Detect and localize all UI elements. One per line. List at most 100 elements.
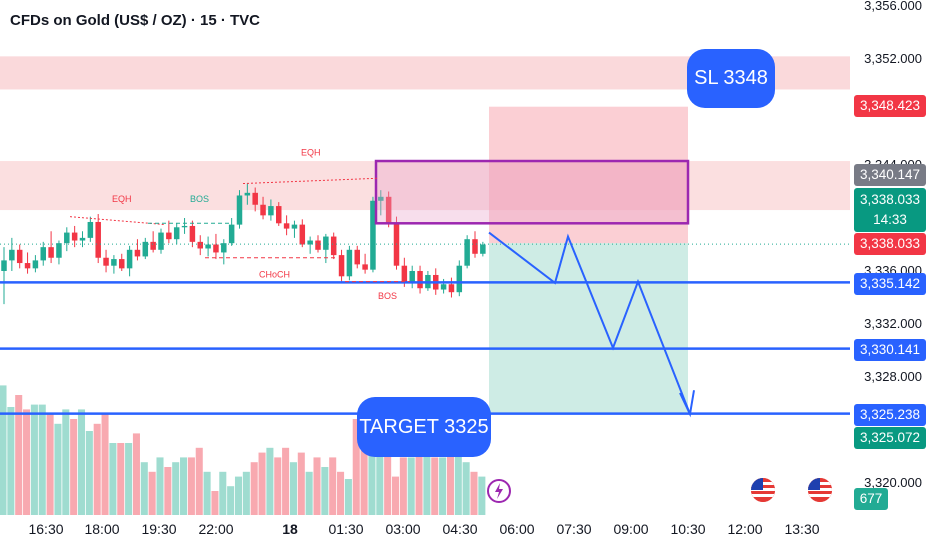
chart-title: CFDs on Gold (US$ / OZ) · 15 · TVC xyxy=(10,12,261,29)
volume-bar xyxy=(344,479,352,515)
volume-bar xyxy=(415,447,423,515)
candle-body xyxy=(158,232,164,250)
volume-bar xyxy=(258,452,266,515)
us-flag-glyph xyxy=(808,478,832,502)
sl-pill[interactable]: SL 3348 xyxy=(687,49,775,108)
volume-bar xyxy=(132,433,140,515)
candle-body xyxy=(40,247,46,261)
volume-bar xyxy=(399,457,407,515)
candle-body xyxy=(480,244,486,254)
volume-bar xyxy=(23,409,31,515)
candle-body xyxy=(385,196,392,224)
volume-bar xyxy=(391,476,400,515)
candle-body xyxy=(378,196,384,201)
volume-bar xyxy=(54,423,62,515)
volume-bar xyxy=(313,457,321,515)
volume-bar xyxy=(454,447,462,515)
candle-body xyxy=(236,195,243,225)
volume-bar xyxy=(227,486,235,515)
candle-body xyxy=(24,263,31,269)
overlay-layer: EQH BOS EQH CHoCH BOS xyxy=(0,148,850,418)
volume-bar xyxy=(297,452,305,515)
price-tag-last: 3,338.033 14:33 xyxy=(854,188,926,232)
x-axis-label: 09:00 xyxy=(613,521,649,537)
price-tag-target: 3,325.072 xyxy=(854,427,926,449)
us-flag-icon[interactable] xyxy=(751,478,775,502)
x-axis-label: 04:30 xyxy=(442,521,478,537)
candle-body xyxy=(299,224,306,245)
candle-body xyxy=(330,236,337,256)
volume-bar xyxy=(462,462,470,515)
take-profit-region xyxy=(489,243,688,415)
volume-bar xyxy=(85,431,93,515)
candle-body xyxy=(283,223,290,229)
x-axis-label: 19:30 xyxy=(141,521,177,537)
volume-tag: 677 xyxy=(854,488,888,510)
volume-bar xyxy=(242,471,250,515)
candle-body xyxy=(472,239,478,254)
volume-bar xyxy=(101,414,109,515)
volume-bar xyxy=(93,423,101,515)
price-tag-line-1: 3,335.142 xyxy=(854,273,926,295)
candle-body xyxy=(464,239,470,266)
candle-body xyxy=(346,249,353,277)
volume-layer xyxy=(0,385,486,515)
candle-body xyxy=(95,221,101,258)
candle-body xyxy=(79,237,86,241)
candle-body xyxy=(111,259,117,266)
volume-bar xyxy=(470,471,478,515)
lightning-icon[interactable] xyxy=(487,479,511,503)
candle-body xyxy=(409,271,415,282)
volume-bar xyxy=(7,407,15,515)
candle-body xyxy=(9,249,15,261)
volume-bar xyxy=(352,419,360,515)
volume-bar xyxy=(423,452,431,515)
candle-body xyxy=(71,232,78,241)
volume-bar xyxy=(70,419,78,515)
volume-bar xyxy=(376,409,384,515)
candle-body xyxy=(268,206,274,216)
candle-body xyxy=(134,249,141,257)
candle-body xyxy=(173,227,180,240)
volume-bar xyxy=(46,414,54,515)
candle-body xyxy=(150,241,156,250)
volume-bar xyxy=(266,447,274,515)
bos-label-1: BOS xyxy=(190,194,209,204)
volume-bar xyxy=(360,414,368,515)
volume-bar xyxy=(15,395,23,515)
x-axis-label: 10:30 xyxy=(670,521,706,537)
supply-box xyxy=(374,159,690,225)
y-axis-label: 3,356.000 xyxy=(864,0,922,13)
x-axis-label: 22:00 xyxy=(198,521,234,537)
candle-body xyxy=(166,232,172,240)
target-pill[interactable]: TARGET 3325 xyxy=(357,397,491,457)
candle-body xyxy=(213,244,219,253)
volume-bar xyxy=(289,462,297,515)
candle-body xyxy=(126,249,133,269)
candle-body xyxy=(417,271,423,289)
candle-body xyxy=(64,232,70,244)
candle-body xyxy=(252,192,258,205)
volume-bar xyxy=(478,476,486,515)
candle-body xyxy=(103,257,109,266)
candle-body xyxy=(260,204,266,216)
eqh-label-2: EQH xyxy=(301,148,321,158)
volume-bar xyxy=(148,471,156,515)
volume-bar xyxy=(234,476,243,515)
price-tag-line-3: 3,325.238 xyxy=(854,404,926,426)
x-axis-label: 16:30 xyxy=(28,521,64,537)
volume-bar xyxy=(109,443,117,515)
volume-bar xyxy=(368,447,376,515)
x-axis-label: 03:00 xyxy=(385,521,421,537)
countdown-value: 14:33 xyxy=(873,212,907,227)
candle-body xyxy=(370,200,376,270)
candle-body xyxy=(16,249,23,264)
us-flag-icon[interactable] xyxy=(808,478,832,502)
y-axis-label: 3,352.000 xyxy=(864,51,922,66)
candle-body xyxy=(338,255,345,277)
volume-bar xyxy=(117,443,125,515)
volume-bar xyxy=(140,462,148,515)
zones-layer xyxy=(0,56,850,415)
volume-bar xyxy=(125,443,133,515)
x-axis-label: 07:30 xyxy=(556,521,592,537)
